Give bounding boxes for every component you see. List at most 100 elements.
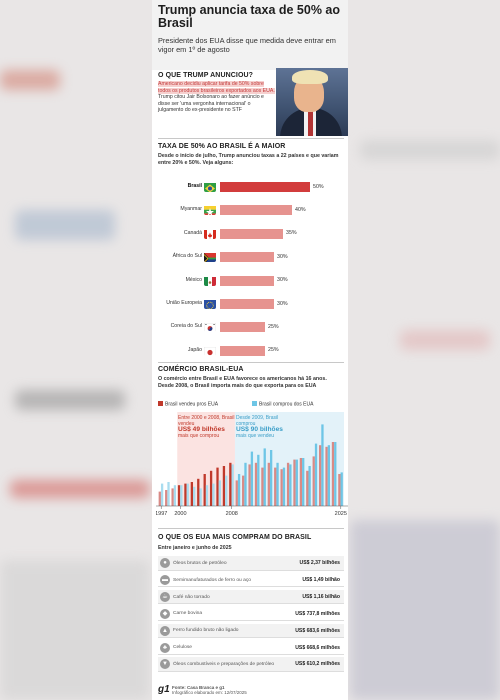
bar-sold (242, 475, 245, 506)
tariff-row: África do Sul 30% (152, 250, 348, 264)
bar-bought (167, 482, 170, 506)
bar-bought (212, 483, 215, 506)
bar-bought (334, 442, 337, 506)
product-name: Semimanufaturados de ferro ou aço (173, 577, 252, 583)
tariff-value-label: 30% (277, 300, 288, 307)
annotation-red-pre: Entre 2000 e 2008, Brasil vendeu (178, 415, 235, 427)
beef-icon: ◆ (160, 608, 170, 619)
section-title-announcement: O QUE TRUMP ANUNCIOU? (158, 72, 254, 79)
infographic-card: Trump anuncia taxa de 50% ao Brasil Pres… (152, 0, 348, 700)
footer: g1 Fonte: Casa Branca e g1 Infográfico e… (158, 684, 344, 698)
tariff-value-label: 40% (295, 206, 306, 213)
annotation-blue: Desde 2009, Brasil comprou US$ 90 bilhõe… (236, 415, 296, 439)
bar-bought (244, 462, 247, 506)
tariff-country-label: Japão (187, 346, 202, 353)
bar-bought (269, 450, 273, 506)
oil-drop-icon: ● (160, 558, 170, 568)
tariff-row: Brasil 50% (152, 180, 348, 194)
product-name: Celulose (173, 645, 193, 651)
x-tick-label: 2025 (335, 511, 347, 517)
announcement-highlight: Americano decidiu aplicar tarifa de 50% … (158, 81, 275, 94)
tariff-row: Canadá 35% (152, 227, 348, 241)
bar-sold (165, 490, 168, 506)
footer-credit-text: Infográfico elaborado em: 12/07/2025 (172, 690, 247, 696)
table-row: ▲ Ferro fundido bruto não ligado US$ 683,6… (158, 623, 344, 639)
tariff-row: União Europeia 30% (152, 297, 348, 311)
bar-bought (231, 464, 234, 506)
table-row: ♣ Celulose US$ 668,6 milhões (158, 641, 344, 655)
page-title: Trump anuncia taxa de 50% ao Brasil (158, 3, 341, 30)
bar-bought (257, 454, 260, 506)
product-value: US$ 737,8 milhões (295, 610, 340, 617)
mexico-flag-icon (204, 275, 216, 286)
cellulose-icon: ♣ (160, 642, 170, 653)
header: Trump anuncia taxa de 50% ao Brasil Pres… (152, 0, 348, 70)
product-name: Café não torrado (173, 594, 210, 600)
bar-bought (199, 488, 202, 506)
table-row: ▬ Semimanufaturados de ferro ou aço US$ 1,… (158, 573, 344, 588)
trade-subtitle: O comércio entre Brasil e EUA favorece o… (158, 376, 327, 389)
bar-bought (282, 467, 286, 506)
bar-bought (295, 459, 298, 506)
annotation-blue-pre: Desde 2009, Brasil comprou (236, 415, 279, 427)
bar-sold (331, 442, 335, 506)
bar-sold (254, 462, 258, 506)
product-value: US$ 1,49 bilhão (302, 576, 340, 583)
bar-bought (314, 443, 318, 506)
bar-bought (237, 474, 241, 506)
bar-sold (158, 491, 161, 506)
south-korea-flag-icon (204, 321, 216, 333)
bar-sold (203, 474, 206, 506)
tariff-bar (220, 322, 265, 333)
tariff-bar (220, 275, 274, 286)
tariff-bar (220, 205, 292, 216)
tariff-bar (220, 299, 274, 309)
bar-bought (205, 485, 209, 506)
x-tick-label: 2000 (174, 511, 186, 517)
product-value: US$ 1,16 bilhão (302, 593, 340, 600)
bar-sold (190, 482, 194, 506)
tariff-row: Japão 25% (152, 344, 348, 358)
bar-sold (171, 488, 174, 506)
bar-bought (321, 424, 324, 506)
bar-bought (173, 485, 177, 506)
bar-bought (340, 472, 343, 506)
bar-bought (180, 485, 183, 506)
g1-logo: g1 (158, 684, 170, 695)
product-name: Carne bovina (173, 611, 203, 617)
tariff-country-label: Canadá (183, 229, 202, 236)
brazil-flag-icon (204, 181, 216, 192)
steel-icon: ▬ (160, 574, 170, 585)
tariff-country-label: México (185, 276, 202, 283)
bar-sold (338, 474, 341, 506)
annotation-red: Entre 2000 e 2008, Brasil vendeu US$ 49 … (178, 415, 236, 439)
product-value: US$ 610,2 milhões (295, 661, 340, 668)
section-title-tariffs: TAXA DE 50% AO BRASIL É A MAIOR (158, 143, 286, 150)
bar-bought (218, 480, 221, 506)
tariff-value-label: 25% (268, 323, 279, 330)
bar-sold (318, 445, 322, 506)
bar-sold (306, 470, 309, 506)
bar-sold (267, 462, 270, 506)
announcement-body: Trump citou Jair Bolsonaro ao fazer anún… (158, 94, 264, 113)
tariff-country-label: União Europeia (166, 300, 202, 306)
tariff-country-label: África do Sul (172, 253, 202, 260)
bar-bought (225, 475, 228, 506)
bar-bought (250, 451, 254, 506)
bar-bought (308, 466, 311, 506)
south-africa-flag-icon (204, 251, 216, 263)
bar-sold (274, 467, 277, 506)
bar-sold (312, 456, 315, 506)
section-title-trade: COMÉRCIO BRASIL-EUA (158, 366, 244, 373)
trump-photo (276, 68, 348, 136)
legend-bought: Brasil comprou dos EUA (252, 401, 313, 408)
bar-bought (186, 483, 189, 506)
bar-sold (222, 466, 226, 506)
product-name: Óleos combustíveis e preparações de petr… (173, 662, 275, 668)
bar-sold (299, 458, 303, 506)
canada-flag-icon (204, 228, 216, 239)
bar-bought (276, 462, 279, 506)
table-row: ● Óleos brutos de petróleo US$ 2,37 bilhõe… (158, 556, 344, 571)
bar-sold (325, 446, 328, 506)
tariff-country-label: Myanmar (180, 206, 202, 213)
